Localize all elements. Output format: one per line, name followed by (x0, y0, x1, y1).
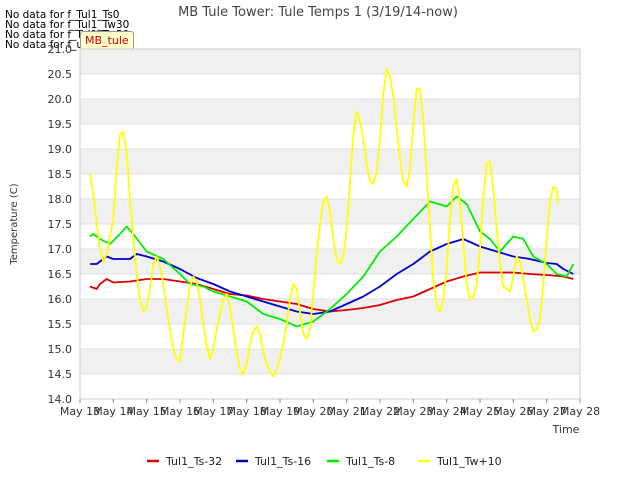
no-data-message: No data for f_Tul1_Ts0 (5, 9, 120, 21)
series-lines (89, 68, 575, 378)
no-data-message: No data for f_Tul1_Tw50 (5, 29, 130, 41)
legend-label: Tul1_Ts-8 (345, 455, 395, 468)
y-tick-label: 17.5 (48, 218, 73, 231)
y-tick-label: 18.5 (48, 168, 73, 181)
y-tick-label: 15.5 (48, 318, 73, 331)
x-tick-label: May 27 (527, 405, 567, 418)
no-data-message: No data for f_Tul1_Tw30 (5, 19, 130, 31)
x-tick-label: May 21 (327, 405, 367, 418)
y-tick-label: 20.0 (48, 93, 73, 106)
station-badge[interactable]: MB_tule (80, 31, 134, 50)
x-tick-label: May 17 (193, 405, 233, 418)
y-tick-label: 15.0 (48, 343, 73, 356)
y-tick-label: 19.0 (48, 143, 73, 156)
y-axis: 14.0 14.5 15.0 15.5 16.0 16.5 17.0 17.5 18.0 18.5… (48, 43, 73, 406)
y-tick-label: 19.5 (48, 118, 73, 131)
plot-border (79, 48, 581, 400)
chart-title: MB Tule Tower: Tule Temps 1 (3/19/14-now… (178, 5, 458, 20)
grid-band (80, 49, 580, 74)
x-tick-label: May 15 (127, 405, 167, 418)
series-line-tul1-ts-32 (89, 271, 574, 313)
legend: Tul1_Ts-32 Tul1_Ts-16 Tul1_Ts-8 Tul1_Tw+10 (147, 455, 502, 468)
x-tick-label: May 24 (427, 405, 467, 418)
grid-band (80, 99, 580, 124)
y-tick-label: 14.0 (48, 393, 73, 406)
series-line-tul1-ts-8 (89, 195, 575, 328)
x-tick-label: May 22 (360, 405, 400, 418)
y-tick-label: 17.0 (48, 243, 73, 256)
legend-label: Tul1_Tw+10 (436, 455, 502, 468)
y-tick-label: 21.0 (48, 43, 73, 56)
y-tick-label: 14.5 (48, 368, 73, 381)
x-tick-label: May 18 (227, 405, 267, 418)
x-tick-label: May 16 (160, 405, 200, 418)
x-axis-label: Time (552, 423, 580, 436)
legend-label: Tul1_Ts-32 (165, 455, 222, 468)
y-tick-label: 20.5 (48, 68, 73, 81)
y-tick-label: 18.0 (48, 193, 73, 206)
y-tick-label: 16.0 (48, 293, 73, 306)
x-tick-label: May 25 (460, 405, 500, 418)
y-tick-label: 16.5 (48, 268, 73, 281)
x-tick-label: May 20 (293, 405, 333, 418)
x-tick-label: May 26 (493, 405, 533, 418)
x-tick-label: May 23 (393, 405, 433, 418)
y-axis-label: Temperature (C) (9, 183, 20, 265)
grid-band (80, 149, 580, 174)
no-data-message: No data for f_uMB_tule (5, 39, 125, 51)
grid-band (80, 349, 580, 374)
x-tick-label: May 28 (560, 405, 600, 418)
x-tick-label: May 19 (260, 405, 300, 418)
x-tick-label: May 13 (60, 405, 100, 418)
x-tick-label: May 14 (93, 405, 133, 418)
series-line-tul1-tw-10 (89, 68, 560, 378)
legend-label: Tul1_Ts-16 (254, 455, 311, 468)
